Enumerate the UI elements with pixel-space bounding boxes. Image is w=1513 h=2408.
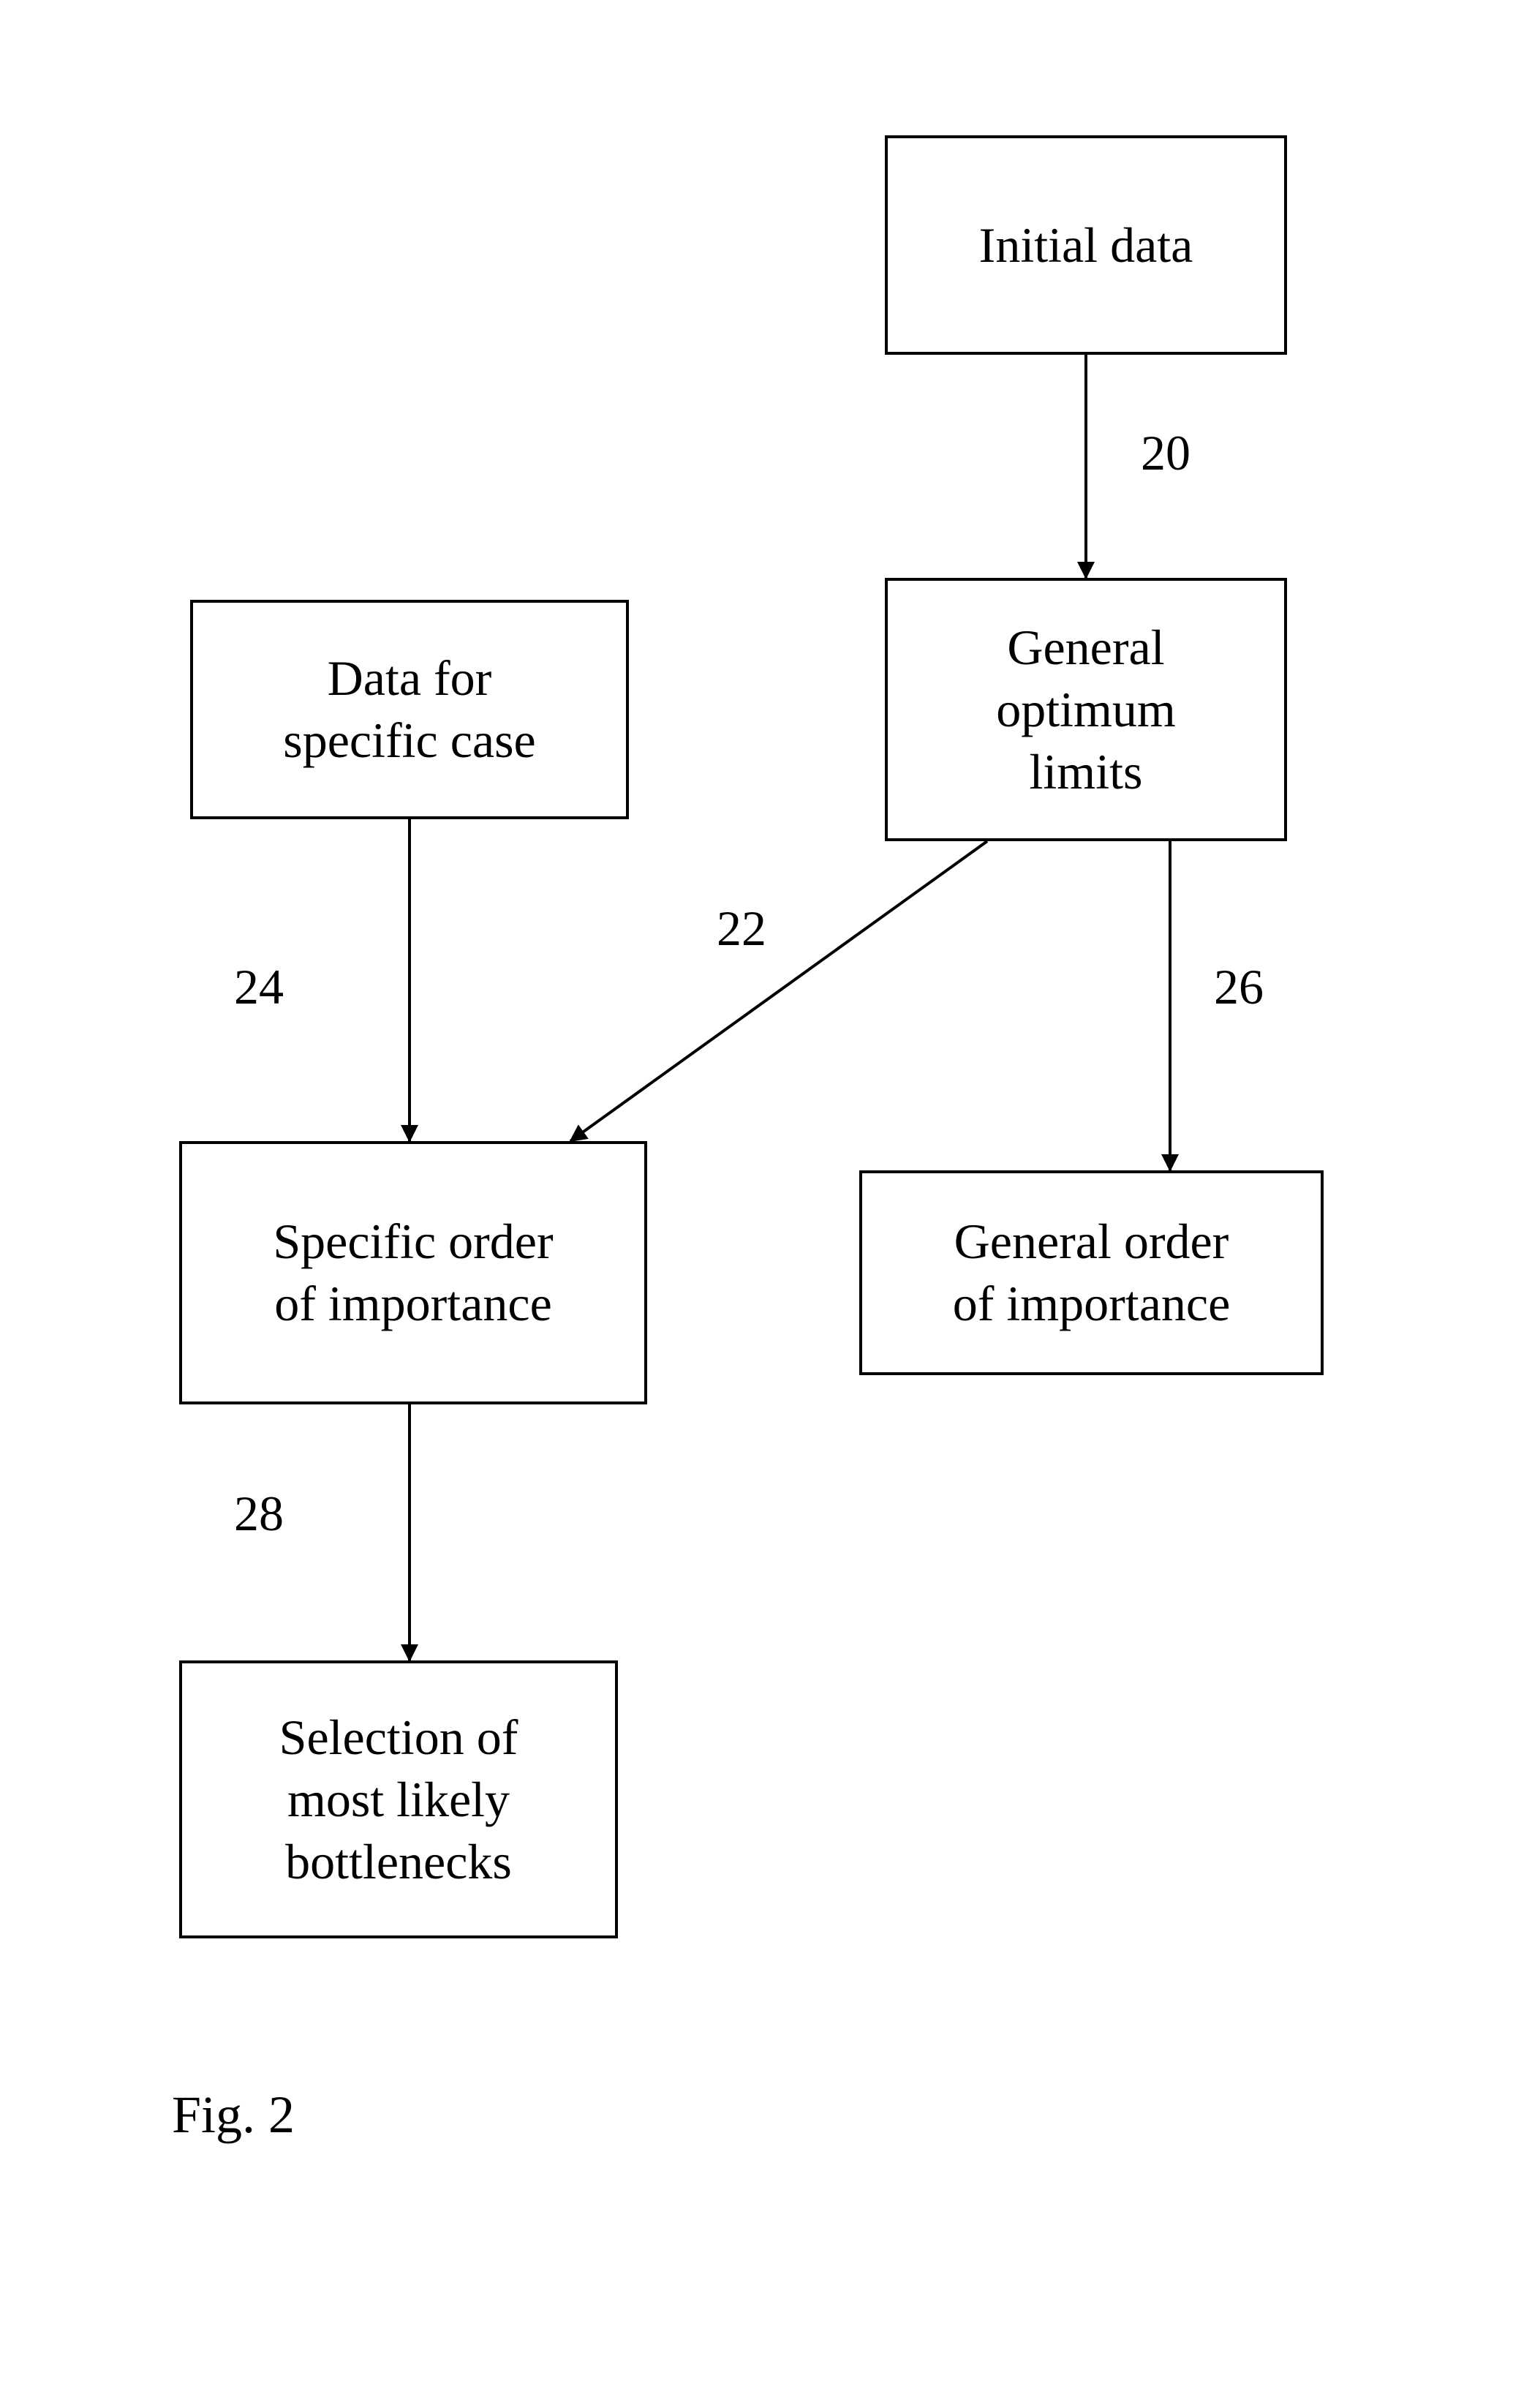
node-label: General optimum limits (996, 617, 1176, 803)
edge-label-e26: 26 (1214, 958, 1264, 1016)
edge-e22 (570, 841, 987, 1141)
node-general-order: General order of importance (859, 1170, 1324, 1375)
node-gen-opt-limits: General optimum limits (885, 578, 1287, 841)
figure-caption: Fig. 2 (172, 2085, 295, 2145)
flowchart-canvas: Initial data General optimum limits Data f… (0, 0, 1513, 2408)
node-initial-data: Initial data (885, 135, 1287, 355)
edge-label-e28: 28 (234, 1485, 284, 1543)
node-label: Data for specific case (283, 647, 535, 772)
node-selection: Selection of most likely bottlenecks (179, 1660, 618, 1938)
edge-label-e22: 22 (717, 900, 766, 957)
node-data-specific: Data for specific case (190, 600, 629, 819)
node-label: Specific order of importance (273, 1211, 553, 1335)
edge-label-e24: 24 (234, 958, 284, 1016)
node-label: General order of importance (953, 1211, 1231, 1335)
node-label: Selection of most likely bottlenecks (279, 1707, 518, 1893)
node-label: Initial data (979, 214, 1193, 276)
node-specific-order: Specific order of importance (179, 1141, 647, 1404)
edge-label-e20: 20 (1141, 424, 1191, 482)
